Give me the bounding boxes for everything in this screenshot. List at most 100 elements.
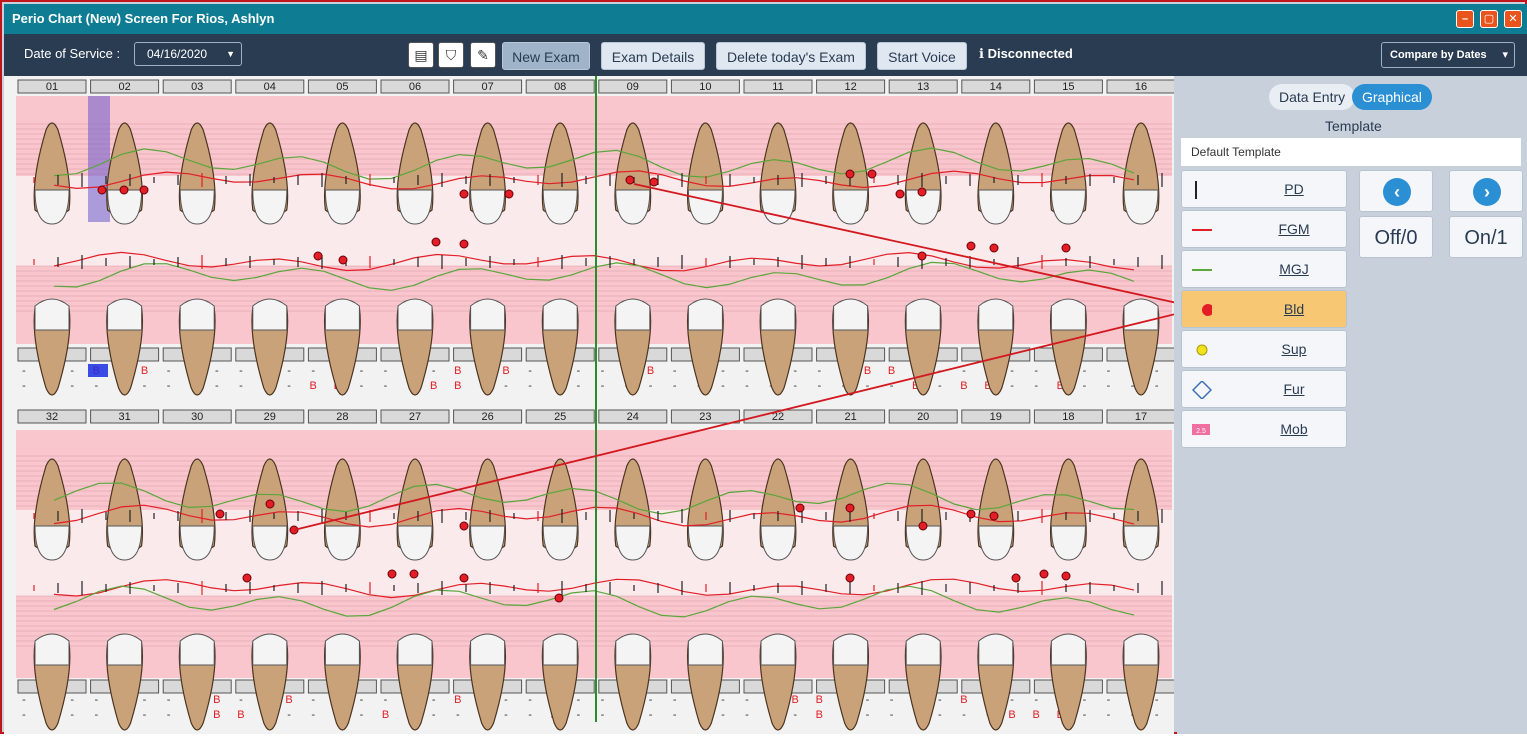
lower-bleeding-row2-cell[interactable]: - <box>673 709 677 721</box>
upper-bleeding-row1-cell[interactable]: - <box>167 365 171 377</box>
new-exam-button[interactable]: New Exam <box>502 42 590 70</box>
bleeding-dot[interactable] <box>97 185 107 195</box>
lower-top-tooth-27-box[interactable] <box>380 409 450 424</box>
close-icon[interactable]: ✕ <box>1504 10 1522 28</box>
maximize-icon[interactable]: ▢ <box>1480 10 1498 28</box>
upper-bleeding-row1-cell[interactable]: - <box>287 365 291 377</box>
lower-bleeding-row2-cell[interactable]: - <box>504 709 508 721</box>
upper-bleeding-row2-cell[interactable]: B <box>1057 380 1064 392</box>
tooth-icon[interactable]: ⛉ <box>438 42 464 68</box>
lower-bleeding-row2-cell[interactable]: B <box>816 709 823 721</box>
bleeding-dot[interactable] <box>867 169 877 179</box>
bleeding-dot[interactable] <box>845 503 855 513</box>
perio-chart-svg[interactable]: 0102030405060708091011121314151601020304… <box>4 76 1201 734</box>
upper-bleeding-row2-cell[interactable]: - <box>793 380 797 392</box>
lower-top-tooth-31-box[interactable] <box>90 409 160 424</box>
upper-bleeding-row1-cell[interactable]: - <box>384 365 388 377</box>
upper-bleeding-row2-cell[interactable]: - <box>1010 380 1014 392</box>
upper-top-tooth-14-box[interactable] <box>961 79 1031 94</box>
upper-bleeding-row1-cell[interactable]: B <box>454 365 461 377</box>
lower-bleeding-row2-cell[interactable]: - <box>360 709 364 721</box>
lower-bleeding-row2-cell[interactable]: - <box>962 709 966 721</box>
upper-bleeding-row1-cell[interactable]: - <box>528 365 532 377</box>
upper-bleeding-row1-cell[interactable]: - <box>601 365 605 377</box>
upper-bleeding-row1-cell[interactable]: - <box>962 365 966 377</box>
lower-bleeding-row2-cell[interactable]: - <box>528 709 532 721</box>
lower-top-tooth-20-box[interactable] <box>888 409 958 424</box>
lower-bleeding-row2-cell[interactable]: - <box>721 709 725 721</box>
upper-bleeding-row1-cell[interactable]: - <box>1155 365 1159 377</box>
bleeding-dot[interactable] <box>459 573 469 583</box>
off-button[interactable]: Off/0 <box>1359 216 1433 258</box>
upper-bleeding-row2-cell[interactable]: - <box>576 380 580 392</box>
lower-top-tooth-26-box[interactable] <box>453 409 523 424</box>
upper-top-tooth-08-box[interactable] <box>525 79 595 94</box>
lower-bleeding-row2-cell[interactable]: - <box>890 709 894 721</box>
upper-bleeding-row2-cell[interactable]: - <box>70 380 74 392</box>
lower-top-tooth-30-box[interactable] <box>162 409 232 424</box>
upper-bleeding-row2-cell[interactable]: - <box>890 380 894 392</box>
lower-top-tooth-21-box[interactable] <box>816 409 886 424</box>
compare-by-dates-dropdown[interactable]: Compare by Dates ▾ <box>1381 42 1515 68</box>
upper-bleeding-row1-cell[interactable]: - <box>360 365 364 377</box>
bleeding-dot[interactable] <box>242 573 252 583</box>
print-icon[interactable]: ▤ <box>408 42 434 68</box>
lower-bleeding-row2-cell[interactable]: B <box>382 709 389 721</box>
lower-bleeding-row1-cell[interactable]: - <box>360 694 364 706</box>
previous-button[interactable]: ‹ <box>1359 170 1433 212</box>
bleeding-dot[interactable] <box>215 509 225 519</box>
upper-bleeding-row2-cell[interactable]: - <box>94 380 98 392</box>
lower-bleeding-row1-cell[interactable]: - <box>1083 694 1087 706</box>
upper-bleeding-row1-cell[interactable]: B <box>502 365 509 377</box>
tool-mgj-button[interactable]: MGJ <box>1181 250 1347 288</box>
bleeding-dot[interactable] <box>989 243 999 253</box>
upper-top-tooth-11-box[interactable] <box>743 79 813 94</box>
lower-bleeding-row2-cell[interactable]: - <box>94 709 98 721</box>
upper-bleeding-row1-cell[interactable]: - <box>70 365 74 377</box>
bleeding-dot[interactable] <box>966 241 976 251</box>
bleeding-dot[interactable] <box>459 189 469 199</box>
lower-bleeding-row1-cell[interactable]: - <box>239 694 243 706</box>
lower-bleeding-row2-cell[interactable]: - <box>143 709 147 721</box>
upper-bleeding-row2-cell[interactable]: - <box>1083 380 1087 392</box>
lower-top-tooth-25-box[interactable] <box>525 409 595 424</box>
lower-bleeding-row1-cell[interactable]: - <box>721 694 725 706</box>
lower-top-tooth-29-box[interactable] <box>235 409 305 424</box>
bleeding-dot[interactable] <box>795 503 805 513</box>
tool-mob-button[interactable]: 2.5 Mob <box>1181 410 1347 448</box>
upper-bleeding-row2-cell[interactable]: - <box>745 380 749 392</box>
lower-bleeding-row1-cell[interactable]: B <box>960 694 967 706</box>
lower-bleeding-row1-cell[interactable]: - <box>576 694 580 706</box>
lower-bleeding-row2-cell[interactable]: - <box>793 709 797 721</box>
lower-bleeding-row2-cell[interactable]: B <box>213 709 220 721</box>
lower-bleeding-row2-cell[interactable]: - <box>649 709 653 721</box>
upper-top-tooth-10-box[interactable] <box>670 79 740 94</box>
lower-top-tooth-19-box[interactable] <box>961 409 1031 424</box>
lower-bleeding-row1-cell[interactable]: - <box>1155 694 1159 706</box>
bleeding-dot[interactable] <box>1061 243 1071 253</box>
upper-bleeding-row1-cell[interactable]: - <box>311 365 315 377</box>
lower-bleeding-row1-cell[interactable]: - <box>745 694 749 706</box>
bleeding-dot[interactable] <box>504 189 514 199</box>
lower-bleeding-row1-cell[interactable]: - <box>384 694 388 706</box>
bleeding-dot[interactable] <box>649 177 659 187</box>
upper-top-tooth-06-box[interactable] <box>380 79 450 94</box>
lower-top-tooth-32-box[interactable] <box>17 409 87 424</box>
upper-bleeding-row2-cell[interactable]: - <box>1107 380 1111 392</box>
lower-bleeding-row2-cell[interactable]: - <box>22 709 26 721</box>
bleeding-dot[interactable] <box>265 499 275 509</box>
upper-bleeding-row1-cell[interactable]: - <box>817 365 821 377</box>
tool-bld-button[interactable]: Bld <box>1181 290 1347 328</box>
upper-bleeding-row2-cell[interactable]: B <box>984 380 991 392</box>
bleeding-dot[interactable] <box>387 569 397 579</box>
upper-bleeding-row2-cell[interactable]: - <box>384 380 388 392</box>
exam-details-button[interactable]: Exam Details <box>601 42 705 70</box>
upper-bleeding-row2-cell[interactable]: - <box>360 380 364 392</box>
lower-top-tooth-23-box[interactable] <box>670 409 740 424</box>
bleeding-dot[interactable] <box>431 237 441 247</box>
upper-bleeding-row1-cell[interactable]: B <box>647 365 654 377</box>
upper-bleeding-row2-cell[interactable]: - <box>649 380 653 392</box>
lower-bleeding-row1-cell[interactable]: - <box>1034 694 1038 706</box>
tool-pd-button[interactable]: PD <box>1181 170 1347 208</box>
lower-bleeding-row2-cell[interactable]: - <box>70 709 74 721</box>
